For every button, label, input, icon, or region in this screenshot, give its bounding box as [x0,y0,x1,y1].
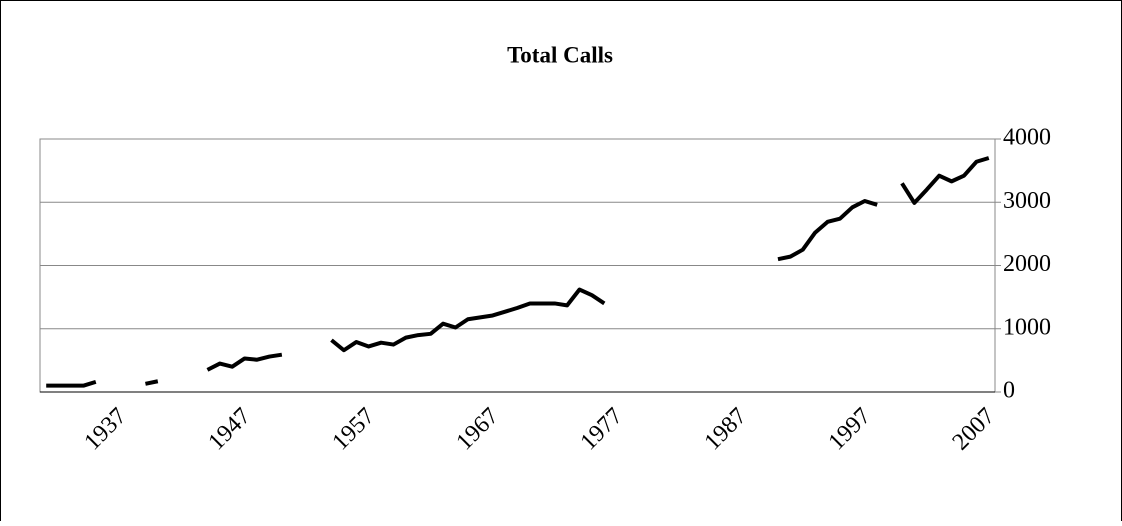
y-tick-label: 2000 [1003,251,1051,277]
y-tick-label: 0 [1003,378,1015,404]
series-line [46,156,990,388]
y-tick-label: 4000 [1003,125,1051,151]
y-tick-label: 3000 [1003,188,1051,214]
chart-title: Total Calls [507,42,613,67]
y-tick-label: 1000 [1003,314,1051,340]
